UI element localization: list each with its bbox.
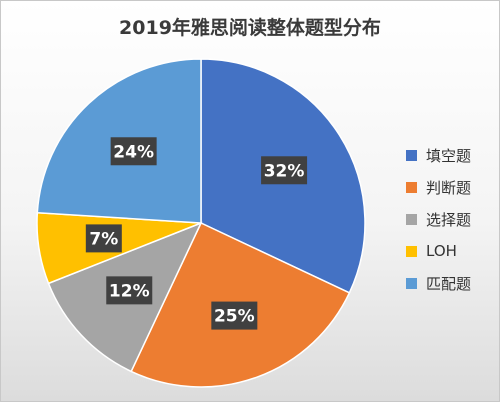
data-label-box xyxy=(85,224,122,253)
data-label-box xyxy=(110,137,157,166)
legend-swatch xyxy=(406,181,417,193)
data-label: 32% xyxy=(261,156,308,185)
legend-item: 判断题 xyxy=(406,171,471,203)
data-label-text: 12% xyxy=(109,281,150,301)
data-label-box xyxy=(211,301,258,330)
legend-swatch xyxy=(406,245,417,257)
legend-label: 选择题 xyxy=(426,210,472,229)
legend-item: 填空题 xyxy=(406,139,471,171)
legend-swatch xyxy=(406,213,417,225)
data-label: 7% xyxy=(85,224,122,253)
data-label-text: 24% xyxy=(113,142,154,162)
legend-item: LOH xyxy=(406,235,471,267)
legend-label: 匹配题 xyxy=(426,274,472,293)
data-label: 24% xyxy=(110,137,157,166)
data-label-text: 32% xyxy=(264,161,305,181)
legend-item: 匹配题 xyxy=(406,267,471,299)
legend-label: 判断题 xyxy=(426,178,472,197)
legend-swatch xyxy=(406,149,417,161)
data-label: 12% xyxy=(106,276,153,305)
data-label-box xyxy=(261,156,308,185)
legend-label: LOH xyxy=(426,242,457,260)
data-label-text: 25% xyxy=(214,307,255,327)
legend-label: 填空题 xyxy=(426,146,472,165)
legend-item: 选择题 xyxy=(406,203,471,235)
legend-swatch xyxy=(406,277,417,289)
data-label-box xyxy=(106,276,153,305)
chart-title: 2019年雅思阅读整体题型分布 xyxy=(119,17,381,39)
data-label: 25% xyxy=(211,301,258,330)
data-label-text: 7% xyxy=(89,229,118,249)
legend: 填空题判断题选择题 LOH 匹配题 xyxy=(406,139,471,299)
